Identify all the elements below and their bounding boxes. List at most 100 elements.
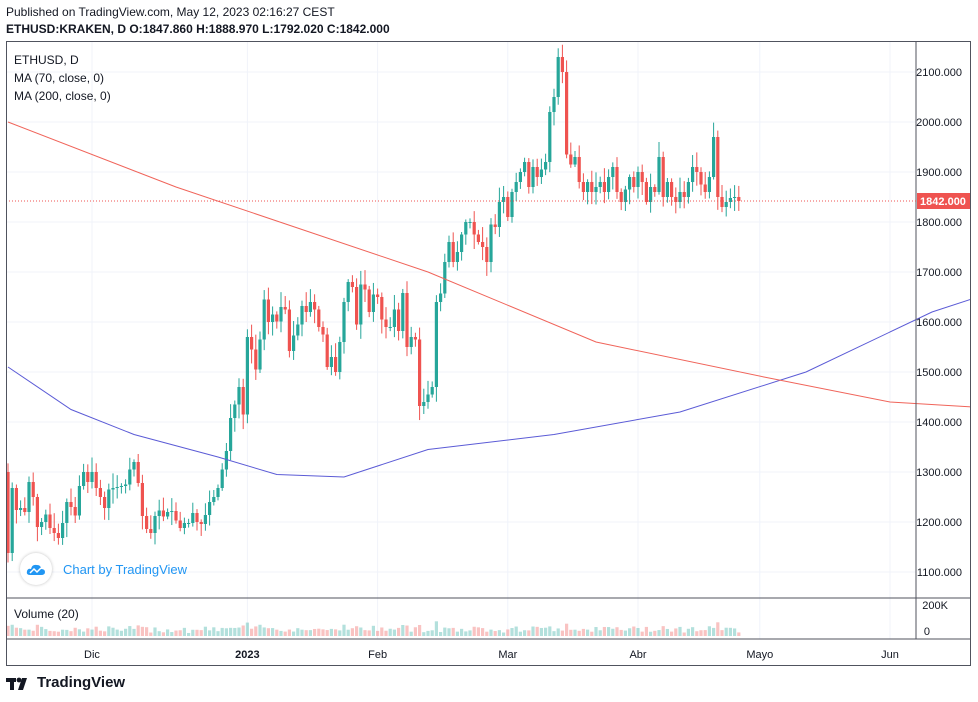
candle-body [266, 299, 270, 322]
volume-bar [476, 627, 480, 636]
volume-bar [640, 631, 644, 636]
candle-body [489, 224, 493, 262]
volume-bar [44, 629, 48, 636]
candle-body [27, 482, 31, 512]
candle-body [355, 287, 359, 325]
candle-body [31, 482, 35, 497]
candle-body [426, 394, 430, 402]
candle-body [644, 182, 648, 202]
volume-bar [313, 628, 317, 636]
candle-body [670, 182, 674, 197]
candle-body [531, 167, 535, 187]
volume-bar [124, 628, 128, 636]
volume-bar [136, 625, 140, 636]
volume-bar [489, 629, 493, 636]
candle-body [90, 472, 94, 482]
volume-bar [644, 626, 648, 636]
candle-body [52, 528, 56, 533]
volume-bar [724, 627, 728, 636]
candle-body [623, 189, 627, 202]
volume-bar [287, 629, 291, 636]
candle-body [166, 512, 170, 517]
candle-body [577, 157, 581, 182]
candle-body [300, 306, 304, 325]
candle-body [229, 418, 233, 451]
candle-body [733, 197, 737, 198]
volume-bar [523, 630, 527, 636]
open-value: 1847.860 [142, 22, 193, 36]
candle-body [153, 516, 157, 533]
candle-body [216, 488, 220, 497]
candle-body [460, 234, 464, 252]
volume-bar [430, 630, 434, 636]
candle-body [107, 489, 111, 508]
candle-body [707, 177, 711, 192]
candle-body [65, 502, 69, 523]
candle-body [208, 502, 212, 515]
candle-body [560, 57, 564, 72]
candle-body [145, 516, 149, 529]
candle-body [594, 187, 598, 192]
candle-body [380, 297, 384, 320]
volume-bar [103, 631, 107, 636]
price-tick-label: 1200.000 [916, 517, 962, 529]
volume-bar [460, 628, 464, 636]
candle-body [384, 319, 388, 327]
candle-body [514, 182, 518, 192]
candle-body [640, 172, 644, 182]
volume-bar [254, 626, 258, 636]
volume-bar [636, 627, 640, 636]
volume-bar [670, 631, 674, 636]
volume-bar [363, 630, 367, 636]
volume-bar [329, 628, 333, 636]
candle-body [334, 357, 338, 372]
candle-body [77, 486, 81, 516]
candle-body [187, 523, 191, 524]
candle-body [329, 357, 333, 367]
candle-body [157, 510, 161, 516]
candle-body [468, 222, 472, 223]
volume-bar [594, 627, 598, 636]
candle-body [527, 162, 531, 187]
volume-bar [376, 630, 380, 636]
volume-bar [409, 631, 413, 636]
candle-body [619, 192, 623, 202]
volume-bar [573, 629, 577, 636]
candle-body [653, 187, 657, 192]
candle-body [220, 469, 224, 488]
candle-body [472, 222, 476, 235]
volume-bar [682, 632, 686, 636]
volume-bar [506, 629, 510, 636]
candle-body [661, 157, 665, 197]
candle-body [292, 335, 296, 351]
volume-bar [392, 629, 396, 636]
volume-bar [418, 624, 422, 636]
volume-bar [371, 625, 375, 636]
candle-body [422, 402, 426, 406]
volume-bar [355, 626, 359, 636]
candle-body [388, 327, 392, 328]
legend-ma70: MA (70, close, 0) [14, 71, 105, 85]
candle-body [342, 302, 346, 342]
price-chart[interactable]: 1100.000 1200.000 1300.000 1400.000 1500.000… [6, 41, 971, 666]
volume-bar [342, 624, 346, 636]
watermark[interactable]: Chart by TradingView [20, 553, 187, 585]
volume-bar [733, 628, 737, 636]
candle-body [191, 513, 195, 523]
volume-bar [233, 627, 237, 636]
candle-body [178, 520, 182, 528]
candle-body [271, 314, 275, 322]
candle-body [182, 523, 186, 528]
tradingview-logo-icon [6, 677, 27, 690]
volume-bar [170, 632, 174, 636]
volume-bar [447, 628, 451, 636]
volume-bar [98, 630, 102, 636]
volume-bar [598, 630, 602, 636]
volume-bar [413, 627, 417, 636]
volume-bar [569, 629, 573, 636]
volume-bar [115, 629, 119, 636]
volume-bar [401, 625, 405, 636]
candle-body [367, 289, 371, 312]
volume-bar [224, 628, 228, 636]
volume-bar [653, 630, 657, 636]
